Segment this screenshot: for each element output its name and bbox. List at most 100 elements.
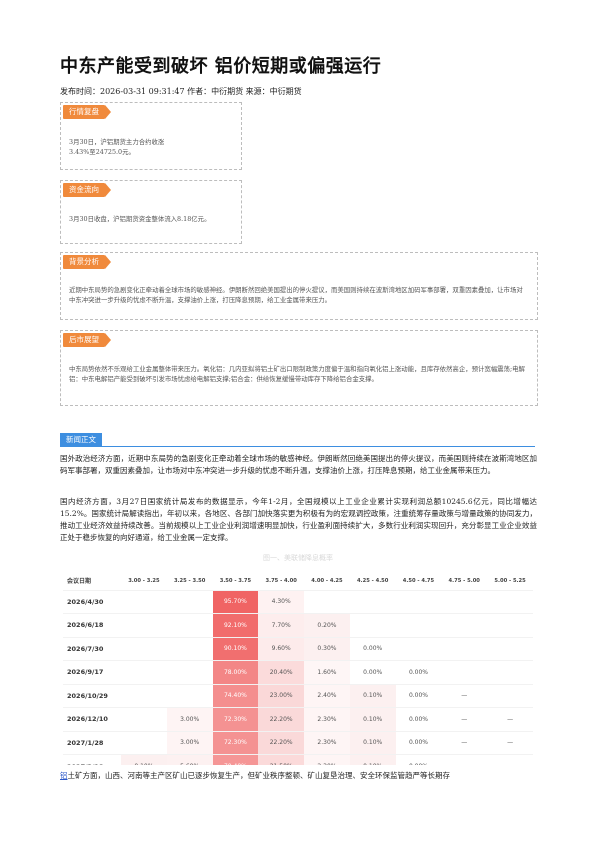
probability-cell <box>395 613 442 637</box>
range-column-header: 4.25 - 4.50 <box>357 577 389 584</box>
probability-cell: 2.30% <box>304 754 350 765</box>
probability-cell: — <box>441 730 488 755</box>
background-analysis-text: 近期中东局势的急剧变化正牵动着全球市场的敏感神经。伊朗断然回绝美国提出的停火提议… <box>69 286 523 304</box>
probability-cell <box>441 589 488 614</box>
probability-cell: 95.70% <box>212 589 259 614</box>
range-column-header: 5.00 - 5.25 <box>494 577 526 584</box>
probability-cell <box>349 589 396 614</box>
background-analysis-box: 背景分析 近期中东局势的急剧变化正牵动着全球市场的敏感神经。伊朗断然回绝美国提出… <box>60 252 538 320</box>
probability-cell: — <box>441 683 488 708</box>
probability-cell: 0.00% <box>395 707 442 731</box>
probability-cell <box>166 683 213 708</box>
probability-cell <box>487 613 533 637</box>
fund-flow-box: 资金流向 3月30日收盘，沪铝期货资金整体流入8.18亿元。 <box>60 180 242 244</box>
meeting-date-cell: 2027/3/18 <box>63 754 121 765</box>
range-column-header: 3.25 - 3.50 <box>173 577 206 584</box>
probability-cell: 22.20% <box>258 707 305 731</box>
probability-cell <box>487 589 533 614</box>
probability-cell <box>441 636 488 661</box>
meeting-date-cell: 2026/12/10 <box>63 707 121 731</box>
table-title: 图一、美联储降息概率 <box>263 554 333 562</box>
table-row: 2027/3/180.10%5.60%70.40%21.50%2.30%0.10… <box>63 754 533 765</box>
range-column-header: 3.50 - 3.75 <box>219 577 252 584</box>
background-analysis-tag: 背景分析 <box>63 255 111 269</box>
table-header-row: 会议日期 3.00 - 3.25 3.25 - 3.50 3.50 - 3.75 3.… <box>63 572 533 590</box>
body-paragraph-2: 国内经济方面，3月27日国家统计局发布的数据显示，今年1-2月，全国规模以上工业… <box>60 497 537 542</box>
table-row: 2026/12/10 3.00% 72.30% 22.20% 2.30% 0.10% 0.0… <box>63 707 533 731</box>
meeting-date-cell: 2026/7/30 <box>63 636 121 661</box>
probability-cell <box>395 589 442 614</box>
probability-cell <box>121 660 167 684</box>
fund-flow-tag: 资金流向 <box>63 183 111 197</box>
probability-cell: 72.30% <box>212 730 259 755</box>
probability-cell: 2.30% <box>304 730 350 755</box>
probability-cell: 0.00% <box>395 730 442 755</box>
probability-cell <box>487 683 533 708</box>
probability-cell <box>121 636 167 661</box>
probability-cell: 72.30% <box>212 707 259 731</box>
fed-rate-probability-table-image: 图一、美联储降息概率 会议日期 3.00 - 3.25 3.25 - 3.50 3.… <box>63 550 533 765</box>
probability-cell: 0.00% <box>349 660 396 684</box>
probability-cell: 1.60% <box>304 660 350 684</box>
probability-cell <box>166 589 213 614</box>
aluminum-link[interactable]: 铝 <box>60 771 68 780</box>
table-row: 2026/7/30 90.10% 9.60% 0.30% 0.00% <box>63 636 533 661</box>
probability-cell <box>304 589 350 614</box>
probability-cell: — <box>487 707 533 731</box>
market-review-box: 行情复盘 3月30日，沪铝期货主力合约收涨3.43%至24725.0元。 <box>60 102 242 170</box>
range-column-header: 4.00 - 4.25 <box>311 577 343 584</box>
probability-cell <box>395 636 442 661</box>
probability-cell: — <box>487 730 533 755</box>
probability-cell: — <box>441 754 488 765</box>
body-paragraph-1: 国外政治经济方面，近期中东局势的急剧变化正牵动着全球市场的敏感神经。伊朗断然回绝… <box>60 454 537 475</box>
probability-cell: 23.00% <box>258 683 305 708</box>
probability-cell: 0.00% <box>395 683 442 708</box>
probability-cell: 0.10% <box>349 707 396 731</box>
probability-cell <box>166 636 213 661</box>
probability-cell: 0.00% <box>395 660 442 684</box>
range-column-header: 4.50 - 4.75 <box>402 577 435 584</box>
probability-cell: 20.40% <box>258 660 305 684</box>
fund-flow-text: 3月30日收盘，沪铝期货资金整体流入8.18亿元。 <box>69 215 211 223</box>
probability-cell: — <box>487 754 533 765</box>
probability-cell: 78.00% <box>212 660 259 684</box>
probability-cell: 0.00% <box>349 636 396 661</box>
probability-cell <box>441 613 488 637</box>
meeting-date-cell: 2027/1/28 <box>63 730 121 755</box>
fed-rate-probability-table: 会议日期 3.00 - 3.25 3.25 - 3.50 3.50 - 3.75 3.… <box>63 572 533 765</box>
probability-cell <box>121 589 167 614</box>
outlook-box: 后市展望 中东局势依然不乐观给工业金属整体带来压力。氧化铝：几内亚拟将铝土矿出口… <box>60 330 538 406</box>
table-row: 2027/1/28 3.00% 72.30% 22.20% 2.30% 0.10% 0.00… <box>63 730 533 755</box>
probability-cell: 0.20% <box>304 613 350 637</box>
range-column-header: 3.00 - 3.25 <box>128 577 160 584</box>
date-column-header: 会议日期 <box>67 578 92 586</box>
probability-cell: 70.40% <box>212 754 259 765</box>
probability-cell <box>441 660 488 684</box>
probability-cell <box>487 660 533 684</box>
meeting-date-cell: 2026/10/29 <box>63 683 121 708</box>
table-row: 2026/10/29 74.40% 23.00% 2.40% 0.10% 0.00% — <box>63 683 533 708</box>
news-body-divider <box>60 446 535 447</box>
body-last-line-text: 土矿方面，山西、河南等主产区矿山已逐步恢复生产，但矿业秩序整顿、矿山复垦治理、安… <box>67 771 451 780</box>
range-column-header: 4.75 - 5.00 <box>448 577 480 584</box>
probability-cell <box>121 707 167 731</box>
probability-cell: 74.40% <box>212 683 259 708</box>
probability-cell <box>487 636 533 661</box>
probability-cell: 0.30% <box>304 636 350 661</box>
probability-cell: 3.00% <box>166 707 213 731</box>
probability-cell <box>166 613 213 637</box>
table-row: 2026/9/17 78.00% 20.40% 1.60% 0.00% 0.00% <box>63 660 533 684</box>
probability-cell: 92.10% <box>212 613 259 637</box>
market-review-text: 3月30日，沪铝期货主力合约收涨3.43%至24725.0元。 <box>69 138 165 156</box>
market-review-tag: 行情复盘 <box>63 105 111 119</box>
outlook-text: 中东局势依然不乐观给工业金属整体带来压力。氧化铝：几内亚拟将铝土矿出口限制政策力… <box>69 365 525 383</box>
probability-cell: 0.00% <box>395 754 442 765</box>
range-column-header: 3.75 - 4.00 <box>265 577 297 584</box>
probability-cell: 0.10% <box>349 754 396 765</box>
probability-cell: 21.50% <box>258 754 305 765</box>
news-body-header: 新闻正文 <box>60 433 102 446</box>
probability-cell: 22.20% <box>258 730 305 755</box>
probability-cell: — <box>441 707 488 731</box>
probability-cell <box>121 683 167 708</box>
table-row: 2026/4/30 95.70% 4.30% <box>63 589 533 614</box>
